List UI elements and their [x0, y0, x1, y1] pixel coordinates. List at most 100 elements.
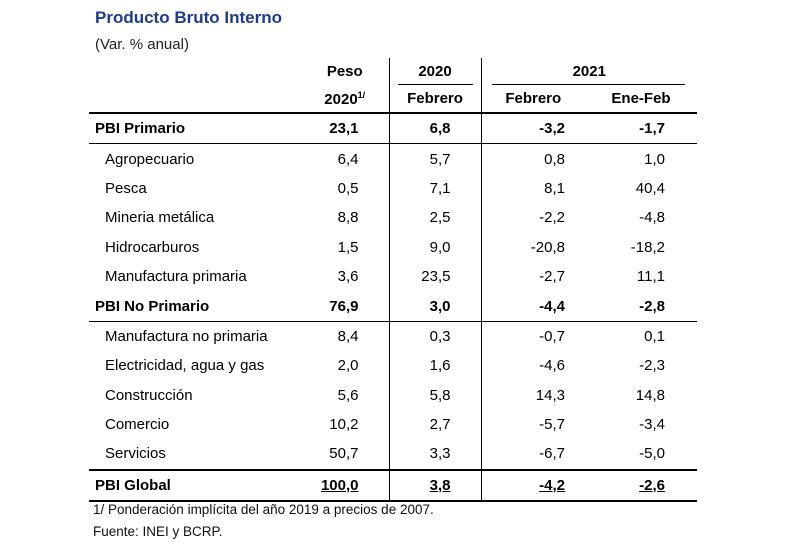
cell-peso: 76,9: [301, 291, 389, 322]
cell-peso-text: 6,4: [337, 150, 359, 168]
cell-feb-2020-text: 6,8: [429, 120, 451, 138]
cell-peso-text: 8,8: [337, 209, 359, 227]
cell-peso-text: 23,1: [329, 120, 359, 138]
cell-ene-feb: -2,8: [585, 291, 697, 322]
cell-peso-text: 5,6: [337, 386, 359, 404]
table-row: PBI No Primario 76,9 3,0 -4,4 -2,8: [89, 291, 697, 322]
cell-feb-2020: 5,8: [388, 380, 481, 410]
cell-ene-feb-text: -1,7: [639, 120, 665, 138]
table-row: Electricidad, agua y gas 2,0 1,6 -4,6 -2,3: [89, 351, 697, 381]
cell-feb-2020-text: 3,0: [429, 297, 451, 315]
row-label-text: Construcción: [105, 386, 193, 404]
cell-peso: 3,6: [301, 262, 389, 291]
table-row: Manufactura no primaria 8,4 0,3 -0,7 0,1: [89, 321, 697, 352]
cell-feb-2020-text: 3,3: [429, 445, 451, 463]
cell-feb-2020-text: 23,5: [421, 268, 451, 286]
row-label: Mineria metálica: [89, 203, 301, 232]
cell-ene-feb: -5,0: [585, 439, 697, 469]
cell-ene-feb: 14,8: [585, 381, 697, 410]
cell-feb-2020: 5,7: [388, 143, 481, 174]
cell-feb-2020: 2,7: [388, 409, 481, 440]
row-label-text: Agropecuario: [105, 150, 195, 168]
cell-feb-2021-text: -6,7: [539, 445, 565, 463]
header-empty: [89, 58, 301, 85]
cell-feb-2021: 8,1: [480, 173, 585, 204]
cell-feb-2021: 0,8: [480, 143, 585, 174]
cell-feb-2021-text: -20,8: [530, 238, 565, 256]
row-label: Pesca: [89, 174, 301, 203]
cell-peso: 5,6: [301, 381, 389, 410]
gdp-table: Peso 2020 2021 20201/ Febrero Febrero En…: [89, 58, 697, 503]
cell-feb-2021: -3,2: [480, 112, 585, 145]
header-peso: Peso: [326, 63, 363, 80]
cell-ene-feb-text: 11,1: [636, 268, 665, 286]
cell-peso-text: 50,7: [329, 445, 359, 463]
cell-peso-text: 3,6: [337, 268, 359, 286]
row-label-text: Servicios: [105, 445, 166, 463]
cell-ene-feb: 40,4: [585, 174, 697, 203]
cell-peso-text: 1,5: [337, 238, 359, 256]
cell-ene-feb-text: -18,2: [630, 238, 665, 256]
cell-ene-feb: -18,2: [585, 233, 697, 262]
cell-feb-2020: 1,6: [388, 351, 481, 381]
cell-feb-2021-text: -4,6: [539, 357, 565, 375]
cell-ene-feb-text: 0,1: [644, 327, 665, 345]
cell-feb-2021-text: -2,2: [539, 209, 565, 227]
cell-ene-feb: 0,1: [585, 321, 697, 351]
cell-peso: 23,1: [301, 112, 389, 145]
cell-feb-2021: -4,6: [480, 351, 585, 381]
cell-feb-2020: 23,5: [388, 261, 481, 292]
cell-feb-2021: -2,7: [480, 261, 585, 292]
cell-peso-text: 76,9: [329, 297, 359, 315]
cell-peso: 0,5: [301, 174, 389, 203]
cell-feb-2021-text: -0,7: [539, 327, 565, 345]
cell-ene-feb-text: 1,0: [644, 150, 665, 168]
cell-feb-2020: 0,3: [388, 321, 481, 352]
row-label-text: PBI Primario: [95, 120, 186, 138]
cell-feb-2021: 14,3: [480, 380, 585, 410]
table-row: Hidrocarburos 1,5 9,0 -20,8 -18,2: [89, 232, 697, 262]
cell-feb-2020: 3,3: [388, 439, 481, 470]
row-label-text: Hidrocarburos: [105, 238, 200, 256]
table-row: Pesca 0,5 7,1 8,1 40,4: [89, 173, 697, 204]
footnote-1: 1/ Ponderación implícita del año 2019 a …: [93, 502, 434, 517]
cell-ene-feb-text: -5,0: [639, 445, 665, 463]
cell-ene-feb-text: -2,6: [639, 476, 665, 494]
cell-ene-feb-text: 14,8: [635, 386, 665, 404]
row-label: Hidrocarburos: [89, 233, 301, 262]
cell-feb-2020-text: 2,5: [429, 209, 451, 227]
cell-ene-feb-text: -2,3: [639, 357, 665, 375]
cell-feb-2020-text: 2,7: [429, 416, 451, 434]
cell-ene-feb: 11,1: [585, 262, 697, 291]
cell-peso-text: 0,5: [337, 179, 359, 197]
cell-feb-2020-text: 3,8: [429, 476, 451, 494]
table-row: PBI Global 100,0 3,8 -4,2 -2,6: [89, 468, 697, 503]
header-peso-year-text: 2020: [324, 90, 358, 108]
cell-peso: 100,0: [301, 468, 389, 503]
cell-feb-2020-text: 0,3: [429, 327, 451, 345]
header-peso-year: 20201/: [301, 85, 389, 114]
row-label: PBI No Primario: [89, 291, 301, 322]
cell-feb-2021: -6,7: [480, 439, 585, 470]
header-feb-2021: Febrero: [480, 85, 585, 114]
table-row: Servicios 50,7 3,3 -6,7 -5,0: [89, 439, 697, 470]
cell-feb-2021-text: 0,8: [544, 150, 565, 168]
cell-ene-feb-text: -3,4: [639, 416, 665, 434]
row-label-text: Manufactura primaria: [105, 268, 247, 286]
cell-ene-feb: 1,0: [585, 144, 697, 174]
row-label-text: Electricidad, agua y gas: [105, 357, 265, 375]
cell-feb-2021: -5,7: [480, 409, 585, 440]
cell-feb-2020-text: 1,6: [429, 357, 451, 375]
header-peso-note: 1/: [357, 89, 366, 100]
header-row-top: Peso 2020 2021: [89, 58, 697, 85]
row-label-text: Mineria metálica: [105, 209, 215, 227]
cell-feb-2020: 3,0: [388, 291, 481, 322]
cell-feb-2021: -4,2: [480, 468, 585, 503]
row-label-text: Manufactura no primaria: [105, 327, 268, 345]
cell-feb-2021: -4,4: [480, 291, 585, 322]
cell-peso: 8,4: [301, 321, 389, 351]
table-body: PBI Primario 23,1 6,8 -3,2 -1,7 Agropecuario 6…: [89, 112, 697, 503]
cell-peso: 8,8: [301, 203, 389, 232]
table-row: Manufactura primaria 3,6 23,5 -2,7 11,1: [89, 261, 697, 292]
cell-ene-feb-text: -4,8: [639, 209, 665, 227]
